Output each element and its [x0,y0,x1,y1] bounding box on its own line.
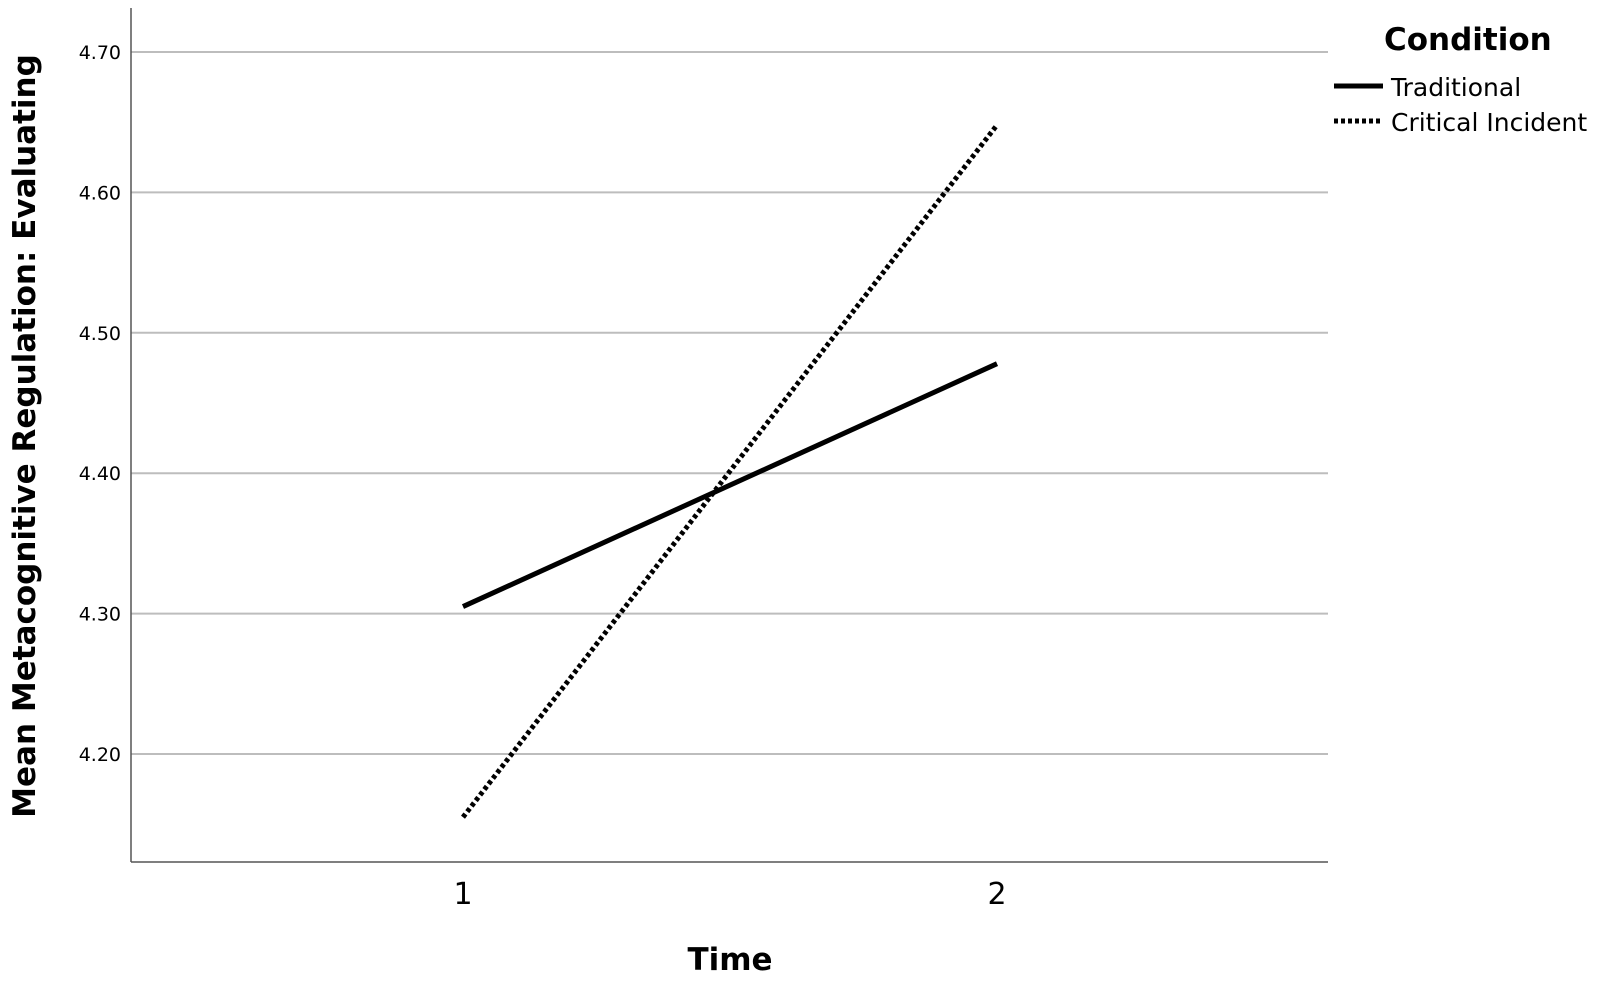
x-axis-title: Time [687,942,772,978]
legend-label-traditional: Traditional [1390,73,1521,102]
y-tick-label: 4.70 [79,42,121,64]
y-tick-label: 4.40 [79,463,121,485]
legend: Condition Traditional Critical Incident [1334,22,1587,137]
series-lines [461,123,999,819]
y-tick-label: 4.60 [79,182,121,204]
x-tick-label: 2 [987,877,1006,912]
y-tick-label: 4.20 [79,744,121,766]
y-tick-label: 4.50 [79,323,121,345]
gridlines [131,51,1328,755]
y-axis-title: Mean Metacognitive Regulation: Evaluatin… [7,54,43,818]
y-tick-label: 4.30 [79,604,121,626]
x-tick-label: 1 [453,877,472,912]
legend-title: Condition [1384,22,1552,58]
legend-label-critical-incident: Critical Incident [1391,108,1587,137]
y-tick-labels: 4.20 4.30 4.40 4.50 4.60 4.70 [79,42,121,766]
series-line-critical-incident [461,123,999,819]
axes [130,8,1328,863]
series-line-traditional [461,361,999,609]
